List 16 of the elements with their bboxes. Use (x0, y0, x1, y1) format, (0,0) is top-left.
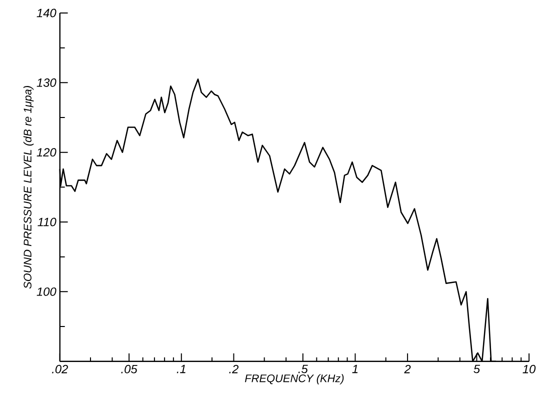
x-axis-title: FREQUENCY (KHz) (244, 374, 344, 384)
y-tick-label: 100 (36, 287, 56, 296)
y-tick-label: 140 (36, 8, 56, 18)
x-tick-label: .1 (176, 364, 186, 373)
x-tick-label: 5 (474, 364, 480, 374)
y-axis-title: SOUND PRESSURE LEVEL (dB re 1μpa) (23, 86, 34, 289)
x-tick-label: .05 (121, 364, 138, 374)
x-tick-label: .2 (229, 364, 239, 374)
x-tick-label: 2 (404, 364, 411, 374)
x-tick-label: .02 (52, 364, 68, 374)
y-tick-label: 130 (36, 78, 56, 87)
x-tick-label: 10 (522, 364, 536, 374)
x-tick-label: .5 (298, 364, 308, 374)
y-tick-label: 120 (36, 148, 56, 156)
x-tick-label: 1 (352, 364, 358, 373)
y-tick-label: 110 (38, 218, 56, 226)
